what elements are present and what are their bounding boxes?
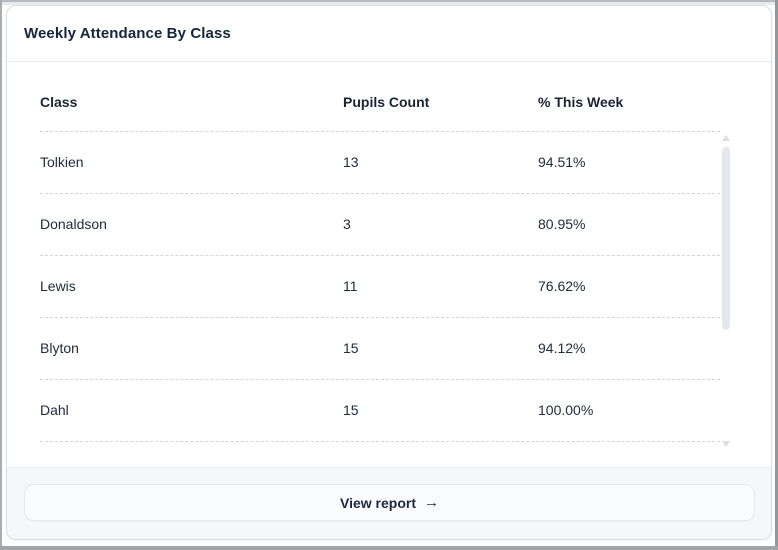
attendance-table: Class Pupils Count % This Week Tolkien 1… (40, 62, 720, 442)
class-name-cell: Donaldson (40, 216, 107, 233)
pct-this-week-cell: 100.00% (538, 402, 594, 419)
card-title: Weekly Attendance By Class (24, 25, 231, 42)
class-name-cell: Dahl (40, 402, 69, 419)
window-edge-top (0, 0, 778, 2)
window-edge-bottom (0, 546, 778, 550)
card-header: Weekly Attendance By Class (7, 6, 771, 62)
class-name-cell: Lewis (40, 278, 76, 295)
arrow-right-icon: → (424, 493, 439, 511)
pct-this-week-cell: 94.51% (538, 154, 586, 171)
view-report-label: View report (340, 494, 416, 511)
column-header-pct-this-week: % This Week (538, 94, 624, 111)
scrollbar-up-arrow-icon[interactable] (722, 135, 730, 141)
pupils-count-cell: 11 (343, 278, 358, 295)
scrollbar-thumb[interactable] (722, 147, 730, 330)
scrollbar-down-arrow-icon[interactable] (722, 441, 730, 447)
window-edge-right (775, 0, 778, 550)
weekly-attendance-card: Weekly Attendance By Class Class Pupils … (6, 5, 772, 540)
class-name-cell: Blyton (40, 340, 79, 357)
table-row: Dahl 15 100.00% (40, 380, 720, 442)
column-header-class: Class (40, 94, 78, 111)
pupils-count-cell: 15 (343, 402, 359, 419)
table-row: Donaldson 3 80.95% (40, 194, 720, 256)
table-row: Blyton 15 94.12% (40, 318, 720, 380)
pct-this-week-cell: 94.12% (538, 340, 586, 357)
attendance-table-container: Class Pupils Count % This Week Tolkien 1… (7, 62, 771, 468)
window-edge-top-strip (0, 2, 778, 5)
pct-this-week-cell: 76.62% (538, 278, 586, 295)
table-body: Tolkien 13 94.51% Donaldson 3 80.95% Lew… (40, 132, 720, 442)
column-header-pupils-count: Pupils Count (343, 94, 430, 111)
class-name-cell: Tolkien (40, 154, 84, 171)
pupils-count-cell: 15 (343, 340, 359, 357)
window-edge-left (0, 0, 2, 550)
table-row: Tolkien 13 94.51% (40, 132, 720, 194)
pupils-count-cell: 13 (343, 154, 359, 171)
table-header-row: Class Pupils Count % This Week (40, 62, 720, 132)
pupils-count-cell: 3 (343, 216, 351, 233)
card-footer: View report → (7, 467, 771, 539)
view-report-button[interactable]: View report → (24, 484, 755, 521)
table-row: Lewis 11 76.62% (40, 256, 720, 318)
pct-this-week-cell: 80.95% (538, 216, 586, 233)
